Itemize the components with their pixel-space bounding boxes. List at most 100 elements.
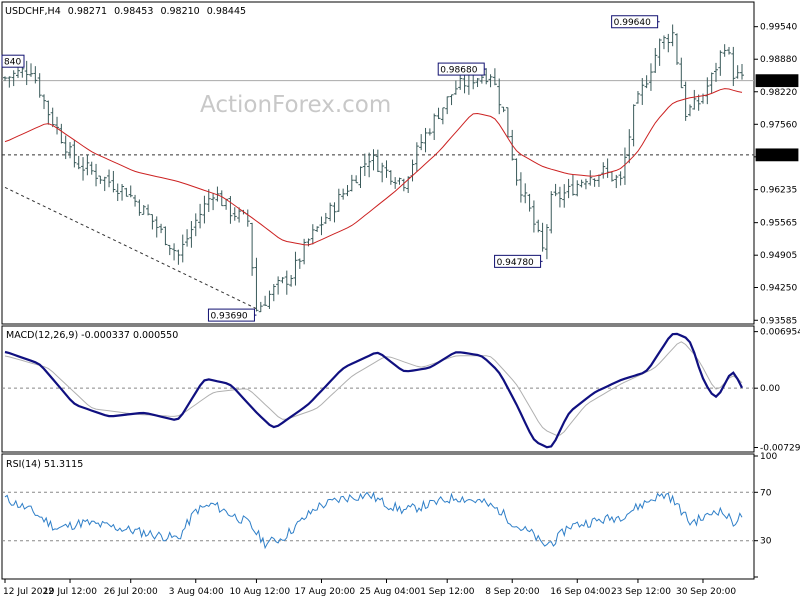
ohlc-bar bbox=[601, 162, 606, 179]
callout-text: 840 bbox=[4, 58, 21, 68]
ohlc-bar bbox=[176, 249, 181, 265]
ohlc-bar bbox=[293, 251, 298, 286]
ohlc-bar bbox=[397, 177, 402, 185]
price-callout: 0.99640 bbox=[611, 15, 660, 29]
ohlc-bar bbox=[709, 72, 714, 94]
ohlc-bar bbox=[76, 155, 81, 170]
ohlc-bar bbox=[133, 194, 138, 207]
ohlc-bar bbox=[371, 149, 376, 171]
ohlc-bar bbox=[46, 100, 51, 125]
ohlc-bar bbox=[115, 183, 120, 202]
ohlc-bar bbox=[735, 65, 740, 79]
ohlc-bar bbox=[592, 178, 597, 187]
ohlc-bar bbox=[167, 244, 172, 256]
ohlc-bar bbox=[596, 174, 601, 187]
macd-y-tick-label: -0.007294 bbox=[760, 444, 800, 454]
price-y-tick-label: 0.95565 bbox=[760, 219, 797, 229]
ohlc-bar bbox=[614, 174, 619, 189]
ohlc-bar bbox=[384, 160, 389, 178]
ohlc-bar bbox=[683, 81, 688, 121]
ohlc-bar bbox=[198, 203, 203, 229]
rsi-y-tick-label: 70 bbox=[760, 488, 772, 498]
ohlc-bar bbox=[189, 221, 194, 248]
ohlc-bar bbox=[111, 170, 116, 193]
ohlc-bar bbox=[514, 158, 519, 186]
ohlc-bar bbox=[410, 159, 415, 182]
ohlc-bar bbox=[644, 75, 649, 89]
ohlc-bar bbox=[336, 188, 341, 212]
ohlc-bar bbox=[648, 63, 653, 91]
price-y-tick-label: 0.94905 bbox=[760, 251, 797, 261]
ohlc-bar bbox=[102, 176, 107, 192]
ohlc-bar bbox=[575, 180, 580, 197]
ohlc-bar bbox=[657, 38, 662, 66]
ohlc-bar bbox=[605, 158, 610, 178]
ohlc-bar bbox=[206, 189, 211, 212]
x-tick-label: 16 Sep 04:00 bbox=[550, 587, 610, 597]
callout-box bbox=[611, 15, 659, 29]
ohlc-bar bbox=[536, 219, 541, 233]
ohlc-bar bbox=[380, 162, 385, 183]
current-price-label-box bbox=[755, 74, 799, 88]
x-tick-label: 17 Aug 20:00 bbox=[294, 587, 355, 597]
price-callout: 0.98680 bbox=[437, 62, 487, 76]
ohlc-bar bbox=[3, 76, 7, 81]
ohlc-bar bbox=[670, 24, 675, 47]
ohlc-bar bbox=[128, 185, 133, 198]
ohlc-bar bbox=[640, 78, 645, 105]
ohlc-high: 0.98453 bbox=[114, 6, 153, 17]
ohlc-bar bbox=[180, 234, 185, 263]
ohlc-bar bbox=[42, 94, 47, 110]
ohlc-bar bbox=[33, 66, 38, 84]
macd-panel-frame bbox=[1, 325, 755, 453]
ohlc-bar bbox=[267, 290, 272, 309]
ohlc-bar bbox=[120, 184, 125, 201]
ohlc-bar bbox=[228, 196, 233, 224]
ohlc-bar bbox=[497, 78, 502, 115]
ohlc-bar bbox=[427, 128, 432, 136]
ohlc-bar bbox=[583, 178, 588, 190]
ohlc-bar bbox=[219, 190, 224, 207]
support-level-label-text: 0.96940 bbox=[758, 151, 795, 161]
ohlc-bar bbox=[302, 238, 307, 265]
ohlc-bar bbox=[362, 153, 367, 177]
ohlc-bar bbox=[193, 213, 198, 237]
ohlc-bar bbox=[414, 142, 419, 172]
current-price-label-text: 0.98445 bbox=[758, 77, 795, 87]
callout-text: 0.93690 bbox=[210, 312, 247, 322]
macd-y-tick-label: 0.00 bbox=[760, 384, 780, 394]
ohlc-bar bbox=[232, 207, 237, 221]
ohlc-bar bbox=[315, 226, 320, 233]
ohlc-bar bbox=[436, 107, 441, 120]
ohlc-bar bbox=[553, 183, 558, 197]
ohlc-bar bbox=[562, 184, 567, 208]
ohlc-bar bbox=[68, 142, 73, 159]
ohlc-bar bbox=[531, 200, 536, 233]
ohlc-bar bbox=[449, 94, 454, 106]
ohlc-bar bbox=[150, 214, 155, 230]
ohlc-bar bbox=[488, 74, 493, 88]
ohlc-bar bbox=[172, 243, 177, 261]
ohlc-bar bbox=[258, 301, 263, 313]
support-level-label-box bbox=[755, 148, 799, 162]
ohlc-bar bbox=[540, 222, 545, 252]
x-tick-label: 1 Sep 12:00 bbox=[420, 587, 475, 597]
ohlc-bar bbox=[284, 270, 289, 295]
price-callout: 0.93690 bbox=[207, 308, 257, 322]
ohlc-close: 0.98445 bbox=[207, 6, 246, 17]
ohlc-bar bbox=[349, 174, 354, 192]
ohlc-bar bbox=[419, 134, 424, 151]
ohlc-bar bbox=[98, 175, 103, 184]
rsi-y-tick-label: 100 bbox=[760, 452, 777, 462]
ohlc-bar bbox=[354, 175, 359, 184]
ohlc-bar bbox=[579, 179, 584, 188]
price-panel-title: USDCHF,H4 0.98271 0.98453 0.98210 0.9844… bbox=[5, 6, 246, 17]
callout-box bbox=[207, 308, 255, 322]
ohlc-bar bbox=[215, 186, 220, 202]
callout-text: 0.94780 bbox=[497, 258, 534, 268]
ohlc-bar bbox=[570, 174, 575, 196]
ohlc-bar bbox=[718, 50, 723, 76]
ohlc-bar bbox=[63, 135, 68, 160]
ohlc-bar bbox=[527, 193, 532, 212]
